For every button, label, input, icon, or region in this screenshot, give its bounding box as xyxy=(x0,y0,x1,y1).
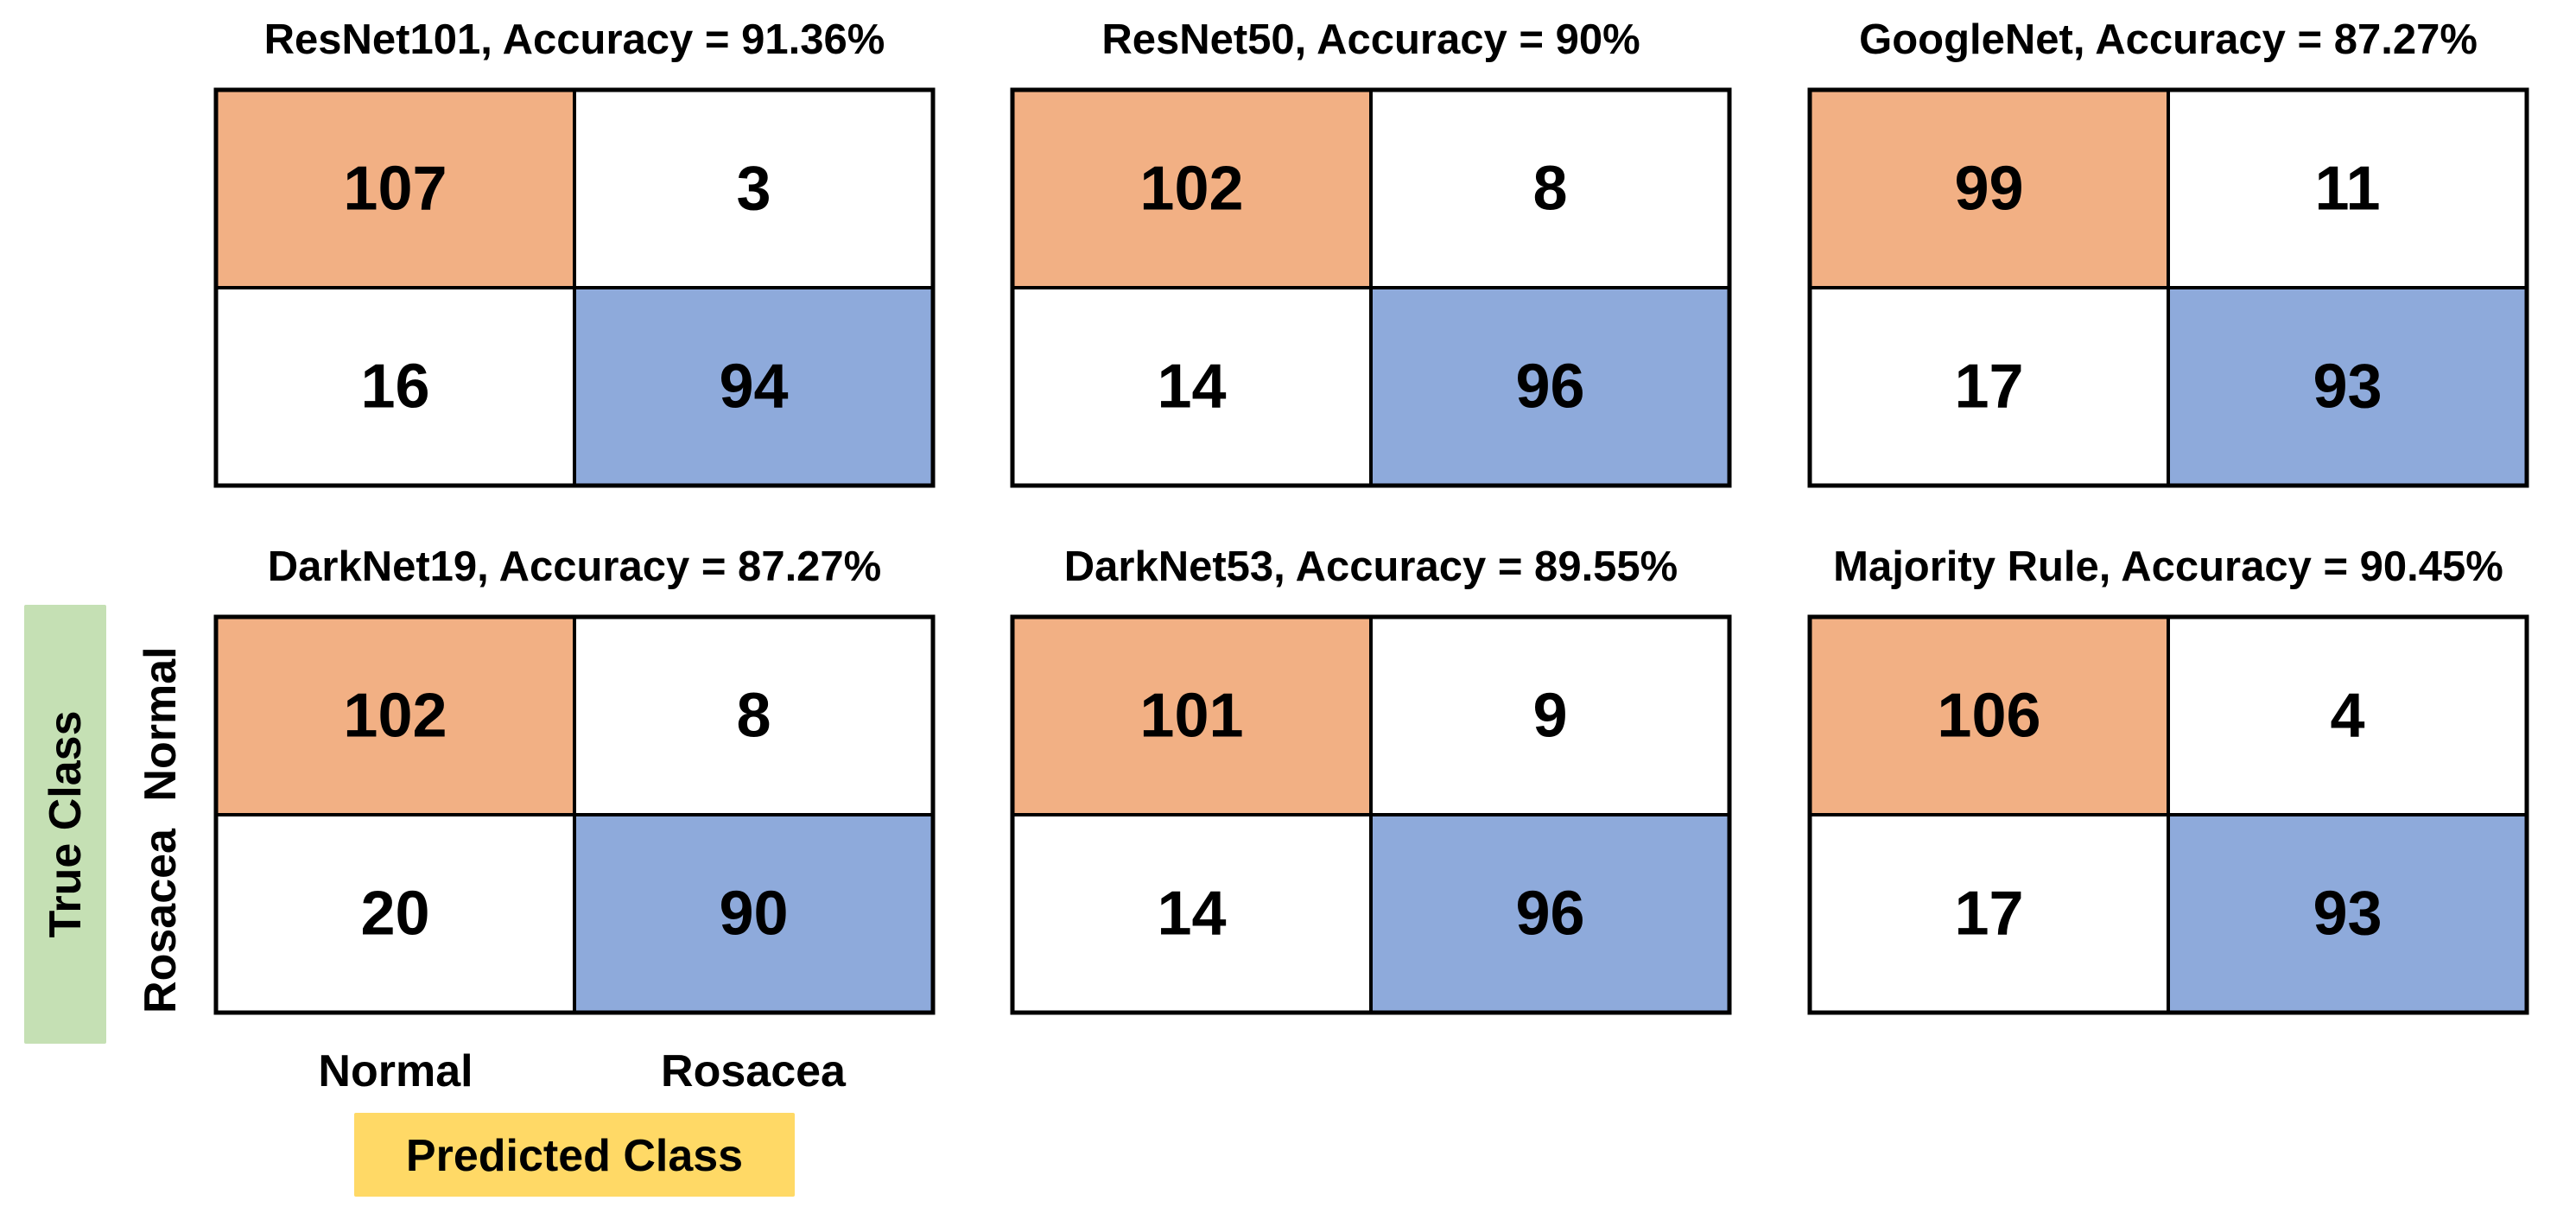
cell-majority-rule-normal-normal xyxy=(1810,617,2168,815)
cell-value-majority-rule-normal-normal: 106 xyxy=(1937,682,2040,751)
cell-value-googlenet-rosacea-rosacea: 93 xyxy=(2313,353,2382,422)
cell-value-majority-rule-rosacea-rosacea: 93 xyxy=(2313,880,2382,949)
cell-value-resnet50-normal-rosacea: 8 xyxy=(1532,155,1567,224)
y-axis-label: True Class xyxy=(41,710,91,937)
confusion-matrix-majority-rule: Majority Rule, Accuracy = 90.45% 106 4 17 93 xyxy=(1807,543,2529,1015)
cell-value-resnet50-normal-normal: 102 xyxy=(1139,155,1243,224)
cell-resnet101-rosacea-rosacea xyxy=(574,288,933,486)
cell-value-majority-rule-normal-rosacea: 4 xyxy=(2330,682,2364,751)
cell-resnet101-normal-normal xyxy=(216,90,574,288)
panel-title-resnet101: ResNet101, Accuracy = 91.36% xyxy=(264,16,885,63)
cell-darknet19-rosacea-rosacea xyxy=(574,815,933,1013)
y-axis-label-background xyxy=(24,605,106,1044)
cell-value-resnet101-normal-rosacea: 3 xyxy=(736,155,771,224)
cell-value-googlenet-normal-normal: 99 xyxy=(1954,155,2023,224)
cell-darknet53-rosacea-normal xyxy=(1012,815,1371,1013)
cell-resnet50-rosacea-rosacea xyxy=(1371,288,1729,486)
panels-layer: ResNet101, Accuracy = 91.36%107 316 94ResN… xyxy=(213,16,2529,1015)
confusion-matrix-darknet53: DarkNet53, Accuracy = 89.55% 101 9 14 96 xyxy=(1010,543,1732,1015)
panel-title-majority-rule: Majority Rule, Accuracy = 90.45% xyxy=(1833,543,2503,590)
cell-value-resnet101-rosacea-rosacea: 94 xyxy=(719,353,788,422)
cell-majority-rule-rosacea-rosacea xyxy=(2168,815,2527,1013)
cell-value-resnet50-rosacea-rosacea: 96 xyxy=(1515,353,1584,422)
cell-darknet19-normal-rosacea xyxy=(574,617,933,815)
cell-resnet50-normal-normal xyxy=(1012,90,1371,288)
cell-darknet53-normal-rosacea xyxy=(1371,617,1729,815)
x-tick-label-normal: Normal xyxy=(318,1046,473,1096)
cell-googlenet-normal-normal xyxy=(1810,90,2168,288)
cell-resnet50-normal-rosacea xyxy=(1371,90,1729,288)
cell-darknet19-rosacea-normal xyxy=(216,815,574,1013)
cell-value-resnet101-rosacea-normal: 16 xyxy=(360,353,429,422)
cell-value-darknet53-rosacea-normal: 14 xyxy=(1157,880,1226,949)
cell-value-majority-rule-rosacea-normal: 17 xyxy=(1954,880,2023,949)
confusion-matrix-darknet19: DarkNet19, Accuracy = 87.27% 102 8 20 90 xyxy=(213,543,936,1015)
cell-googlenet-rosacea-rosacea xyxy=(2168,288,2527,486)
cell-value-darknet53-rosacea-rosacea: 96 xyxy=(1515,880,1584,949)
cell-value-darknet19-normal-normal: 102 xyxy=(343,682,447,751)
cell-value-googlenet-normal-rosacea: 11 xyxy=(2314,155,2380,224)
y-tick-label-rosacea: Rosacea xyxy=(136,828,186,1013)
cell-resnet101-normal-rosacea xyxy=(574,90,933,288)
cell-value-darknet53-normal-normal: 101 xyxy=(1139,682,1243,751)
cell-value-resnet101-normal-normal: 107 xyxy=(343,155,447,224)
cell-value-resnet50-rosacea-normal: 14 xyxy=(1157,353,1226,422)
cell-majority-rule-normal-rosacea xyxy=(2168,617,2527,815)
cell-value-darknet19-rosacea-rosacea: 90 xyxy=(719,880,788,949)
cell-googlenet-normal-rosacea xyxy=(2168,90,2527,288)
x-tick-label-rosacea: Rosacea xyxy=(661,1046,847,1096)
panel-title-darknet19: DarkNet19, Accuracy = 87.27% xyxy=(268,543,882,590)
x-axis-label-background xyxy=(354,1113,795,1197)
panel-title-resnet50: ResNet50, Accuracy = 90% xyxy=(1101,16,1640,63)
cell-value-darknet53-normal-rosacea: 9 xyxy=(1532,682,1567,751)
cell-darknet53-normal-normal xyxy=(1012,617,1371,815)
cell-resnet101-rosacea-normal xyxy=(216,288,574,486)
x-axis-label: Predicted Class xyxy=(406,1131,743,1181)
cell-majority-rule-rosacea-normal xyxy=(1810,815,2168,1013)
cell-value-darknet19-rosacea-normal: 20 xyxy=(360,880,429,949)
y-tick-label-normal: Normal xyxy=(136,646,186,801)
cell-darknet53-rosacea-rosacea xyxy=(1371,815,1729,1013)
cell-resnet50-rosacea-normal xyxy=(1012,288,1371,486)
cell-value-googlenet-rosacea-normal: 17 xyxy=(1954,353,2023,422)
panel-title-darknet53: DarkNet53, Accuracy = 89.55% xyxy=(1064,543,1678,590)
confusion-matrix-resnet50: ResNet50, Accuracy = 90% 102 8 14 96 xyxy=(1010,16,1732,488)
panel-title-googlenet: GoogleNet, Accuracy = 87.27% xyxy=(1859,16,2478,63)
cell-googlenet-rosacea-normal xyxy=(1810,288,2168,486)
cell-darknet19-normal-normal xyxy=(216,617,574,815)
confusion-matrix-resnet101: ResNet101, Accuracy = 91.36% 107 3 16 94 xyxy=(213,16,936,488)
confusion-matrix-googlenet: GoogleNet, Accuracy = 87.27% 99 11 17 93 xyxy=(1807,16,2529,488)
cell-value-darknet19-normal-rosacea: 8 xyxy=(736,682,771,751)
